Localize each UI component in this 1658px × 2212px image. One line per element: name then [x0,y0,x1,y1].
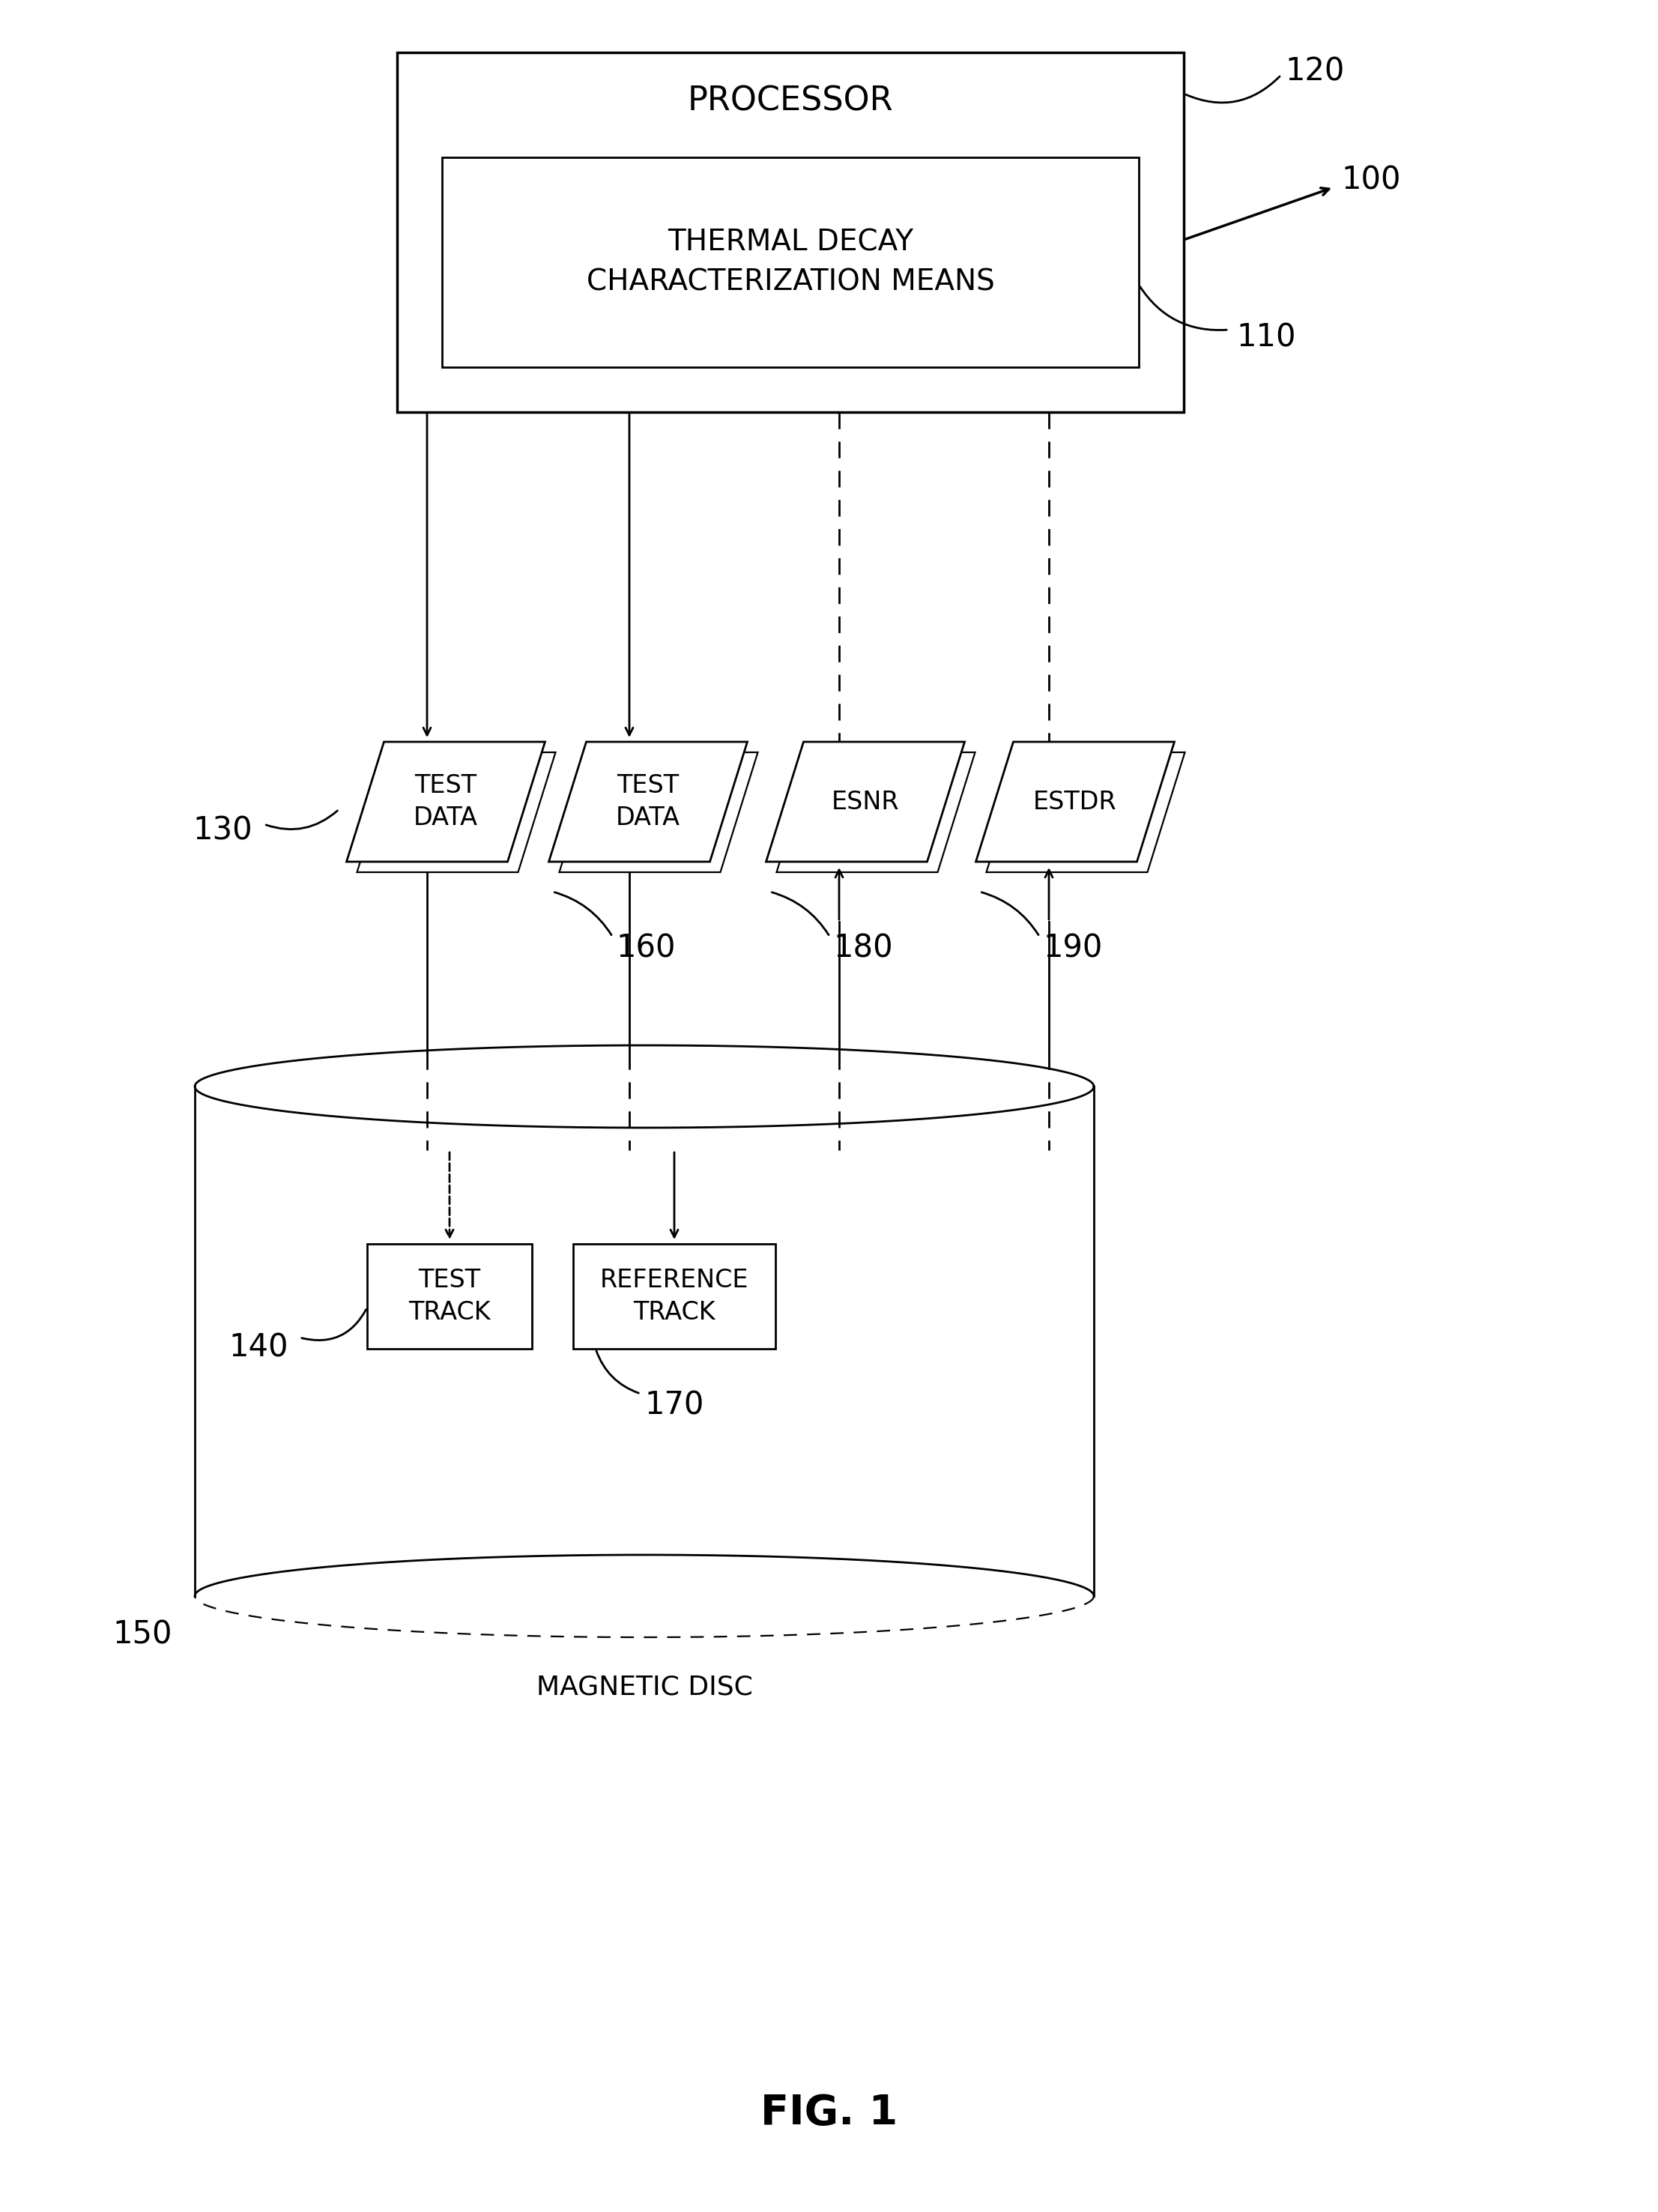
Text: ESTDR: ESTDR [1033,790,1117,814]
Text: 100: 100 [1341,164,1401,195]
Bar [574,1243,776,1349]
Text: ESNR: ESNR [831,790,899,814]
Text: 160: 160 [617,931,676,964]
Polygon shape [347,741,545,863]
Polygon shape [987,752,1185,872]
Text: TEST
TRACK: TEST TRACK [408,1267,491,1325]
Text: 170: 170 [645,1389,703,1420]
Polygon shape [559,752,758,872]
Text: FIG. 1: FIG. 1 [761,2093,897,2132]
Text: REFERENCE
TRACK: REFERENCE TRACK [600,1267,749,1325]
Text: 190: 190 [1043,931,1103,964]
Text: 130: 130 [194,814,254,845]
Polygon shape [977,741,1174,863]
Text: PROCESSOR: PROCESSOR [688,84,894,117]
Text: TEST
DATA: TEST DATA [615,774,680,830]
Text: 140: 140 [229,1332,288,1363]
Polygon shape [776,752,975,872]
Bar [396,53,1184,411]
Text: 150: 150 [113,1619,172,1650]
Polygon shape [356,752,555,872]
Text: 180: 180 [834,931,894,964]
Text: THERMAL DECAY
CHARACTERIZATION MEANS: THERMAL DECAY CHARACTERIZATION MEANS [587,228,995,296]
Text: 120: 120 [1285,55,1345,86]
Text: 110: 110 [1237,321,1297,354]
Bar [443,157,1139,367]
Polygon shape [549,741,748,863]
Polygon shape [766,741,965,863]
Text: MAGNETIC DISC: MAGNETIC DISC [536,1674,753,1701]
Text: TEST
DATA: TEST DATA [413,774,478,830]
Bar [366,1243,532,1349]
